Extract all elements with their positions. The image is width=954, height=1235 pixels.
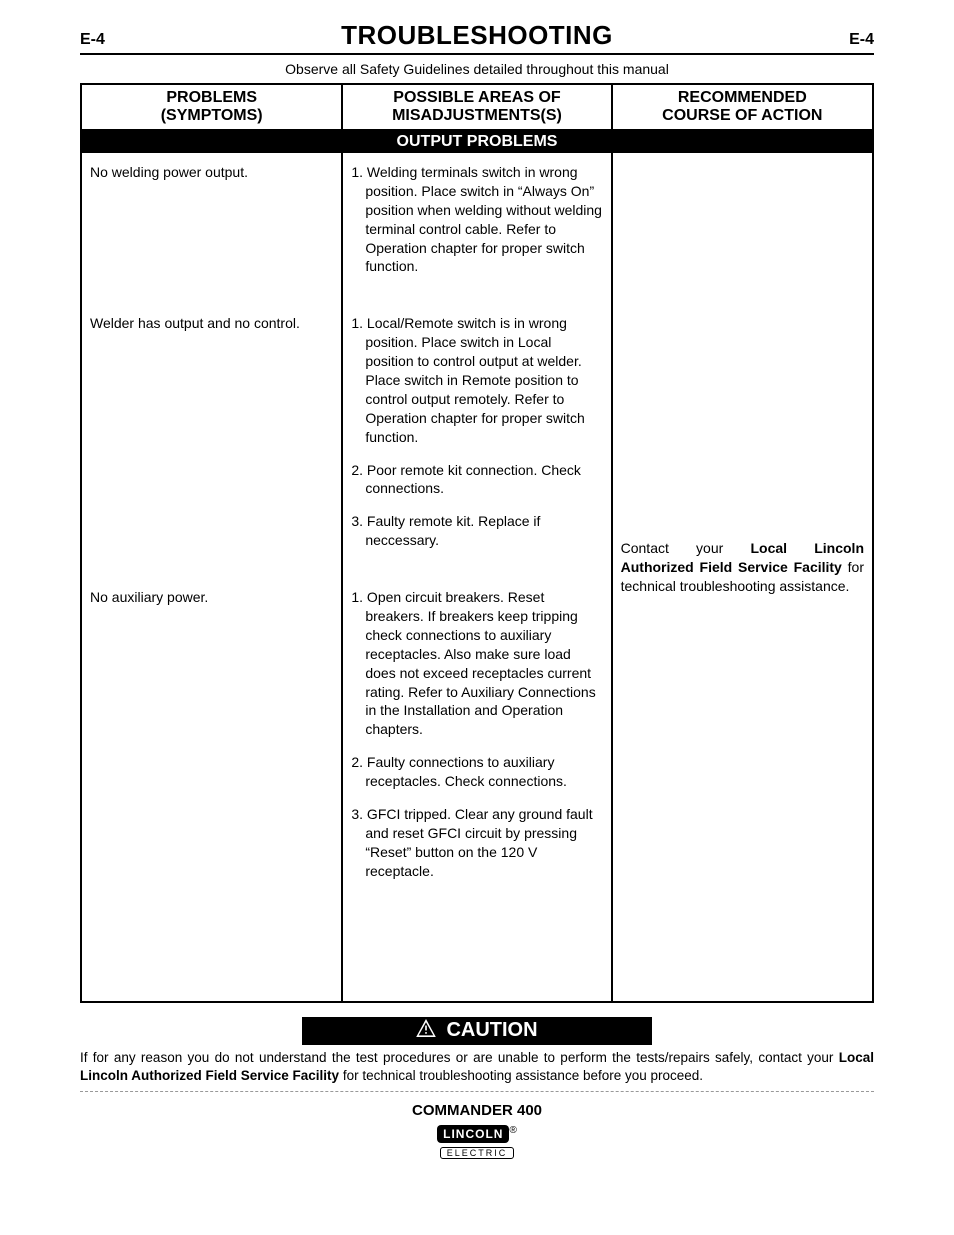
cause-item: 2. Faulty connections to auxiliary recep… [351,753,602,791]
symptom-cell: No auxiliary power. [81,578,342,1001]
symptom-cell: No welding power output. [81,153,342,304]
page-footer: COMMANDER 400 LINCOLN® ELECTRIC [80,1102,874,1161]
cause-item: 3. Faulty remote kit. Replace if neccess… [351,512,602,550]
cause-item: 1. Open circuit breakers. Reset breakers… [351,588,602,739]
cause-item: 1. Welding terminals switch in wrong pos… [351,163,602,276]
logo-bottom: ELECTRIC [440,1147,515,1159]
troubleshooting-table: PROBLEMS(SYMPTOMS) POSSIBLE AREAS OFMISA… [80,83,874,1003]
caution-prefix: If for any reason you do not understand … [80,1050,839,1065]
brand-logo: LINCOLN® ELECTRIC [437,1125,517,1161]
product-name: COMMANDER 400 [80,1102,874,1119]
table-row: No welding power output. 1. Welding term… [81,153,873,304]
col-header-problems: PROBLEMS(SYMPTOMS) [81,84,342,130]
warning-icon [416,1019,436,1043]
action-prefix: Contact your [621,540,751,556]
section-band-row: OUTPUT PROBLEMS [81,130,873,153]
logo-top: LINCOLN [437,1125,509,1143]
page-title: TROUBLESHOOTING [341,20,613,51]
causes-cell: 1. Welding terminals switch in wrong pos… [342,153,611,304]
causes-cell: 1. Local/Remote switch is in wrong posit… [342,304,611,578]
table-header-row: PROBLEMS(SYMPTOMS) POSSIBLE AREAS OFMISA… [81,84,873,130]
symptom-cell: Welder has output and no control. [81,304,342,578]
action-cell: Contact your Local Lincoln Authorized Fi… [612,153,873,1002]
page-header: E-4 TROUBLESHOOTING E-4 [80,20,874,55]
causes-cell: 1. Open circuit breakers. Reset breakers… [342,578,611,1001]
cause-item: 2. Poor remote kit connection. Check con… [351,461,602,499]
cause-item: 3. GFCI tripped. Clear any ground fault … [351,805,602,881]
page-number-left: E-4 [80,31,105,49]
caution-bar: CAUTION [302,1017,652,1045]
caution-suffix: for technical troubleshooting assistance… [339,1068,703,1083]
section-band: OUTPUT PROBLEMS [81,130,873,153]
caution-label: CAUTION [446,1019,537,1042]
cause-item: 1. Local/Remote switch is in wrong posit… [351,314,602,446]
safety-subtitle: Observe all Safety Guidelines detailed t… [80,61,874,77]
col-header-action: RECOMMENDEDCOURSE OF ACTION [612,84,873,130]
col-header-possible: POSSIBLE AREAS OFMISADJUSTMENTS(S) [342,84,611,130]
page-number-right: E-4 [849,31,874,49]
caution-text: If for any reason you do not understand … [80,1049,874,1092]
